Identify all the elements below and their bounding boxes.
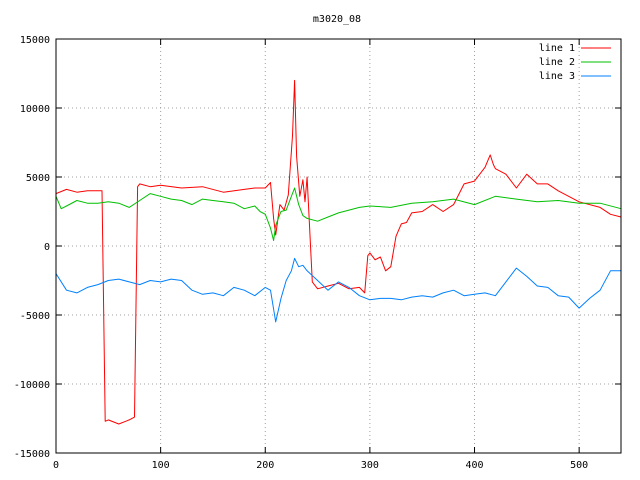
series-line-3: [55, 257, 621, 323]
y-tick-label: 0: [44, 242, 50, 253]
axis-ticks: 0 100 200 300 400 500 -15000 -10000 -5000 0 5000 10…: [14, 35, 621, 471]
x-tick-label: 0: [53, 460, 59, 471]
chart-title: m3020_08: [313, 14, 361, 25]
legend-label-line-3: line 3: [539, 71, 575, 82]
y-tick-label: -10000: [14, 380, 50, 391]
legend-label-line-2: line 2: [539, 57, 575, 68]
x-tick-label: 400: [465, 460, 483, 471]
series-line-1: [55, 79, 622, 425]
y-tick-label: -15000: [14, 449, 50, 460]
y-tick-label: 15000: [20, 35, 50, 46]
y-tick-label: 10000: [20, 104, 50, 115]
y-tick-label: -5000: [20, 311, 50, 322]
x-tick-label: 200: [256, 460, 274, 471]
legend: line 1 line 2 line 3: [539, 43, 611, 82]
grid: [56, 39, 621, 453]
legend-label-line-1: line 1: [539, 43, 575, 54]
x-tick-label: 500: [570, 460, 588, 471]
x-tick-label: 100: [152, 460, 170, 471]
y-tick-label: 5000: [26, 173, 50, 184]
series-group: [55, 79, 622, 425]
x-tick-label: 300: [361, 460, 379, 471]
series-line-2: [55, 187, 622, 241]
plot-frame: [55, 38, 622, 454]
